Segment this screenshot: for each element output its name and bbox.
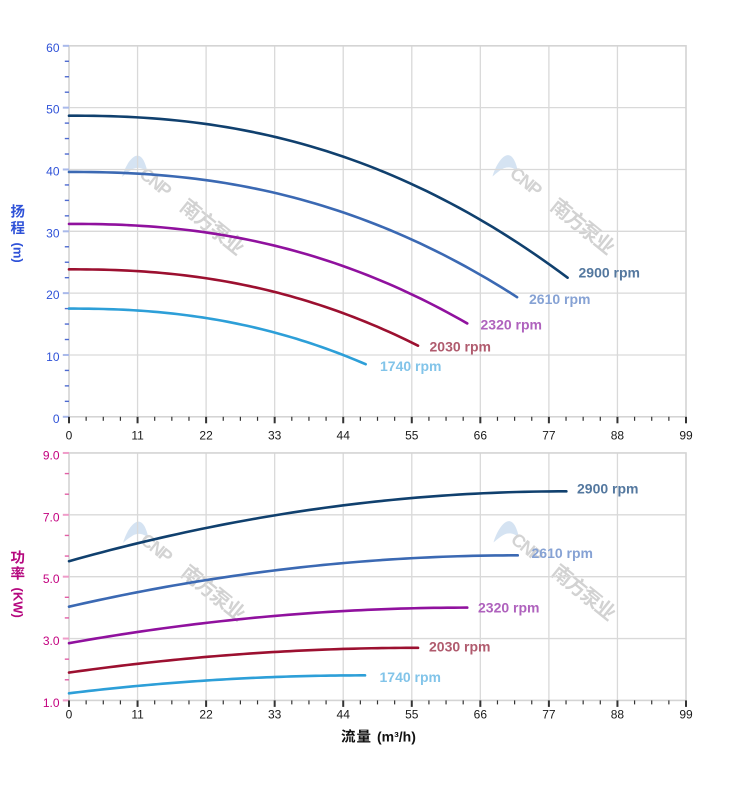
svg-text:40: 40 [46,164,60,178]
svg-text:11: 11 [131,429,144,443]
svg-text:55: 55 [405,708,419,722]
svg-text:50: 50 [46,103,60,117]
svg-text:CNP: CNP [506,163,546,201]
svg-text:(m³/h): (m³/h) [377,729,416,745]
svg-text:0: 0 [66,429,73,443]
svg-text:(KW): (KW) [11,588,26,618]
svg-text:66: 66 [474,429,488,443]
svg-text:44: 44 [337,429,351,443]
svg-text:9.0: 9.0 [43,448,60,462]
svg-text:3.0: 3.0 [43,634,60,648]
svg-text:60: 60 [46,41,60,55]
svg-text:1740 rpm: 1740 rpm [380,358,441,374]
svg-text:55: 55 [405,429,419,443]
svg-text:22: 22 [199,708,213,722]
svg-text:33: 33 [268,708,282,722]
svg-text:2030 rpm: 2030 rpm [430,339,491,355]
svg-text:1.0: 1.0 [43,696,60,710]
svg-text:88: 88 [611,429,625,443]
svg-text:10: 10 [46,350,60,364]
svg-text:5.0: 5.0 [43,572,60,586]
svg-text:30: 30 [46,226,60,240]
svg-text:0: 0 [66,708,73,722]
svg-text:20: 20 [46,288,60,302]
svg-text:2320 rpm: 2320 rpm [481,317,542,333]
svg-text:88: 88 [611,708,625,722]
svg-text:11: 11 [131,708,144,722]
svg-text:44: 44 [337,708,351,722]
svg-text:66: 66 [474,708,488,722]
svg-text:2900 rpm: 2900 rpm [579,265,640,281]
svg-text:2610 rpm: 2610 rpm [532,545,593,561]
svg-text:2030 rpm: 2030 rpm [429,639,490,655]
svg-text:7.0: 7.0 [43,510,60,524]
svg-text:77: 77 [542,429,556,443]
svg-text:1740 rpm: 1740 rpm [380,669,441,685]
svg-text:22: 22 [199,429,213,443]
svg-text:2320 rpm: 2320 rpm [478,600,539,616]
svg-text:2900 rpm: 2900 rpm [577,481,638,497]
svg-text:(m): (m) [11,243,26,263]
svg-text:99: 99 [679,708,693,722]
svg-text:2610 rpm: 2610 rpm [529,291,590,307]
svg-text:99: 99 [679,429,693,443]
svg-text:0: 0 [53,412,60,426]
svg-text:77: 77 [542,708,556,722]
svg-text:33: 33 [268,429,282,443]
